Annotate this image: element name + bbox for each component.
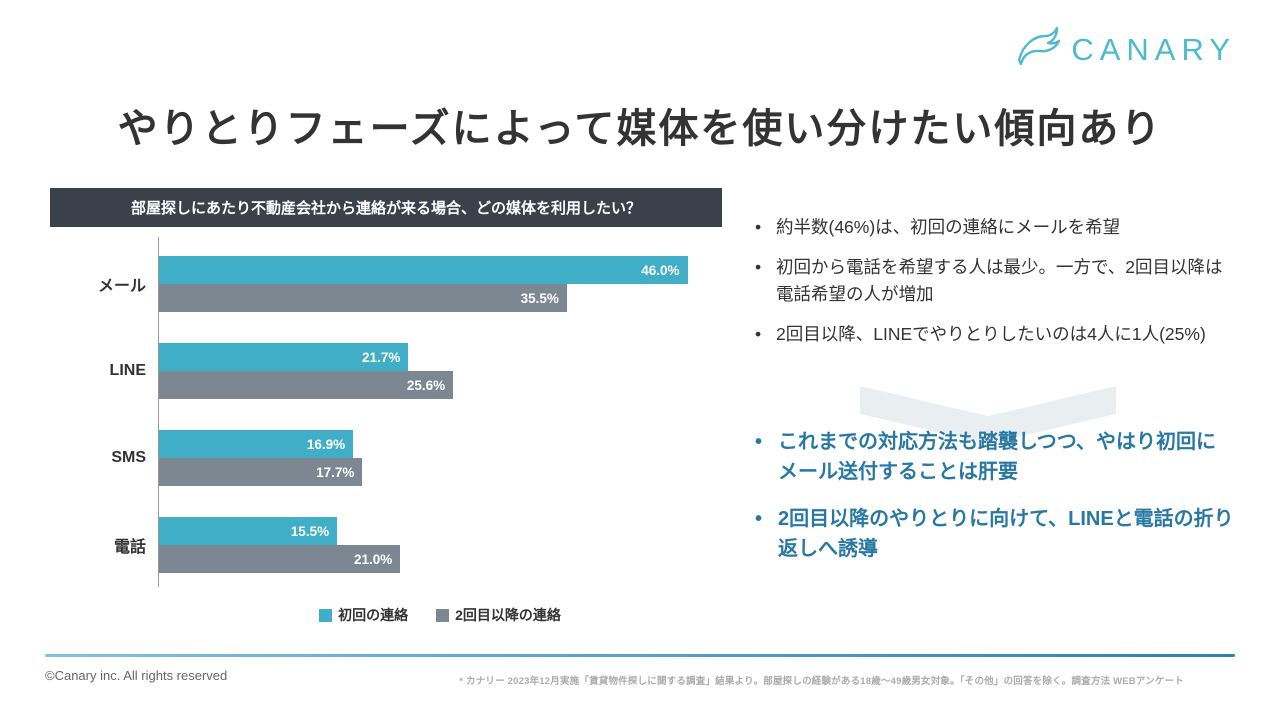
bar-series-0: 46.0% xyxy=(159,256,688,284)
survey-footnote: * カナリー 2023年12月実施「賃貸物件探しに関する調査」結果より。部屋探し… xyxy=(459,676,1184,687)
logo-text: CANARY xyxy=(1071,31,1236,67)
category-label: メール xyxy=(97,278,146,295)
bar-value-label: 35.5% xyxy=(520,290,559,306)
bar-value-label: 21.0% xyxy=(354,551,393,567)
bar-group-2: SMS 16.9% 17.7% xyxy=(50,430,722,486)
legend-label: 初回の連絡 xyxy=(338,607,409,623)
legend-swatch xyxy=(319,608,333,622)
bar-pair: 46.0% 35.5% xyxy=(159,256,722,312)
bar-group-1: LINE 21.7% 25.6% xyxy=(50,343,722,399)
bird-icon xyxy=(1015,26,1061,73)
canary-logo: CANARY xyxy=(1015,26,1236,73)
bar-pair: 21.7% 25.6% xyxy=(159,343,722,399)
conclusion-item: 2回目以降のやりとりに向けて、LINEと電話の折り返しへ誘導 xyxy=(752,504,1234,564)
footer-divider xyxy=(45,654,1235,657)
copyright-text: ©Canary inc. All rights reserved xyxy=(45,668,228,683)
conclusion-item: これまでの対応方法も踏襲しつつ、やはり初回にメール送付することは肝要 xyxy=(752,427,1234,487)
chart-title-banner: 部屋探しにあたり不動産会社から連絡が来る場合、どの媒体を利用したい？ xyxy=(50,188,722,227)
observations-list: 約半数(46%)は、初回の連絡にメールを希望初回から電話を希望する人は最少。一方… xyxy=(752,214,1234,349)
legend-item: 2回目以降の連絡 xyxy=(436,605,561,625)
bar-pair: 15.5% 21.0% xyxy=(159,517,722,573)
legend-swatch xyxy=(436,608,450,622)
bar-series-0: 16.9% xyxy=(159,430,354,458)
legend-item: 初回の連絡 xyxy=(319,605,408,625)
bar-value-label: 46.0% xyxy=(641,262,680,278)
bar-value-label: 16.9% xyxy=(306,436,346,452)
bar-series-0: 21.7% xyxy=(159,343,409,371)
conclusions-list: これまでの対応方法も踏襲しつつ、やはり初回にメール送付することは肝要 2回目以降の… xyxy=(752,427,1234,564)
bar-series-1: 35.5% xyxy=(159,284,567,312)
category-label: 電話 xyxy=(113,539,146,556)
bar-value-label: 15.5% xyxy=(290,523,330,539)
observation-item: 初回から電話を希望する人は最少。一方で、2回目以降は電話希望の人が増加 xyxy=(752,254,1234,308)
bar-chart: メール 46.0% 35.5% LINE 21.7% 25.6% SMS 16.9% 17.7%… xyxy=(50,233,722,593)
chart-panel: 部屋探しにあたり不動産会社から連絡が来る場合、どの媒体を利用したい？ メール 46… xyxy=(50,188,722,625)
observation-item: 約半数(46%)は、初回の連絡にメールを希望 xyxy=(752,214,1234,241)
category-label: SMS xyxy=(111,449,146,466)
page-title: やりとりフェーズによって媒体を使い分けたい傾向あり xyxy=(117,107,1163,151)
bar-pair: 16.9% 17.7% xyxy=(159,430,722,486)
bar-series-0: 15.5% xyxy=(159,517,338,545)
category-label: LINE xyxy=(109,362,146,379)
bar-group-3: 電話 15.5% 21.0% xyxy=(50,517,722,573)
y-axis-line xyxy=(158,237,159,587)
bar-series-1: 17.7% xyxy=(159,458,363,486)
bar-group-0: メール 46.0% 35.5% xyxy=(50,256,722,312)
bar-value-label: 25.6% xyxy=(406,377,446,393)
bar-value-label: 21.7% xyxy=(362,349,401,365)
chart-legend: 初回の連絡 2回目以降の連絡 xyxy=(158,605,722,625)
insights-column: 約半数(46%)は、初回の連絡にメールを希望初回から電話を希望する人は最少。一方… xyxy=(752,214,1234,581)
bar-series-1: 25.6% xyxy=(159,371,454,399)
observation-item: 2回目以降、LINEでやりとりしたいのは4人に1人(25%) xyxy=(752,321,1234,348)
bar-value-label: 17.7% xyxy=(316,464,355,480)
bar-series-1: 21.0% xyxy=(159,545,401,573)
legend-label: 2回目以降の連絡 xyxy=(455,607,561,623)
